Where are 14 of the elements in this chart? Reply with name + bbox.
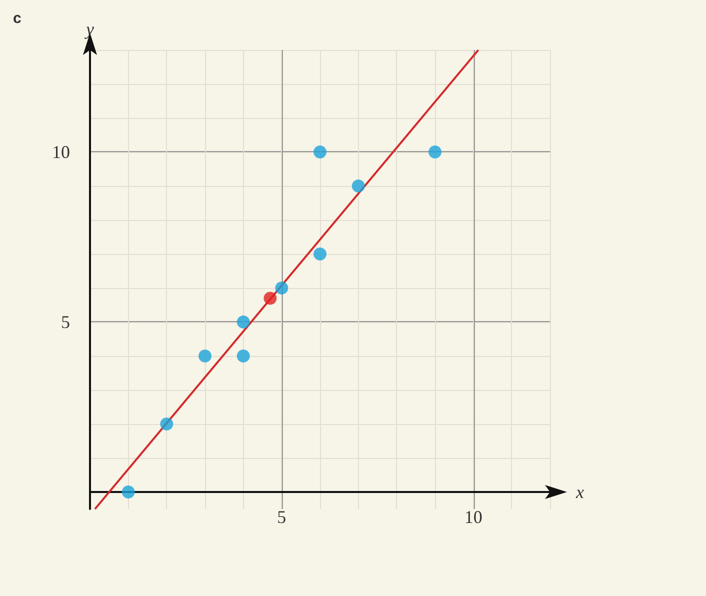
point <box>160 418 174 430</box>
point <box>264 292 277 305</box>
point <box>122 486 135 498</box>
point <box>198 350 212 362</box>
point <box>236 316 250 328</box>
point <box>314 146 326 158</box>
x-axis-title: x <box>575 482 584 502</box>
point <box>352 180 365 192</box>
point <box>275 282 288 294</box>
point <box>236 350 250 362</box>
point <box>428 146 442 158</box>
point <box>314 248 326 260</box>
y-axis-title: y <box>84 19 94 39</box>
chart-title: c <box>13 10 22 27</box>
